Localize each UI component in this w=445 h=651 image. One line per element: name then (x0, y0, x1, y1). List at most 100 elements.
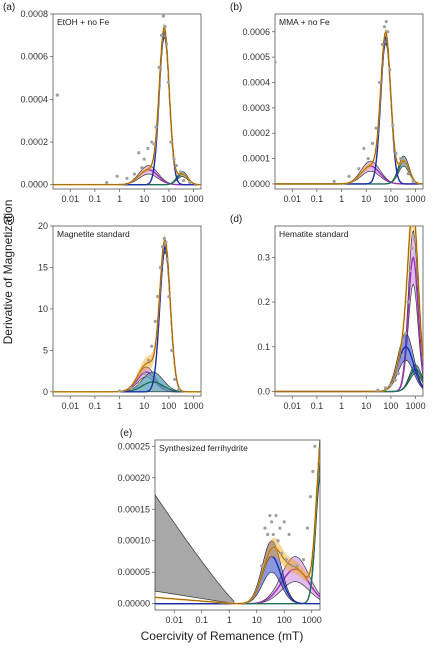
data-point (129, 386, 133, 391)
panel-letter: (d) (230, 214, 242, 225)
data-point (266, 532, 270, 537)
x-tick-label: 0.1 (195, 615, 208, 625)
total-fit-outline (275, 226, 423, 392)
data-point (158, 265, 162, 270)
x-tick-label: 1000 (184, 401, 204, 411)
y-tick-label: 0.0002 (242, 128, 270, 138)
data-point (362, 146, 366, 151)
y-tick-label: 20 (38, 221, 48, 231)
y-tick-label: 0.0001 (242, 154, 270, 164)
plot-area (155, 440, 320, 605)
y-tick-label: 0.0005 (242, 52, 270, 62)
data-point (374, 126, 378, 130)
y-tick-label: 0.00000 (117, 599, 150, 609)
data-point (305, 526, 310, 530)
x-tick-label: 1000 (184, 194, 204, 204)
panel-letter: (e) (120, 428, 132, 439)
data-point (393, 378, 397, 382)
data-point (383, 386, 388, 390)
data-point (384, 20, 388, 24)
data-point (132, 172, 137, 176)
y-tick-label: 0.00025 (117, 441, 150, 451)
data-point (391, 123, 395, 128)
plot-area (275, 226, 423, 393)
x-tick-label: 100 (383, 194, 398, 204)
x-tick-label: 100 (161, 401, 176, 411)
total-fit-band (275, 226, 423, 392)
data-point (150, 344, 154, 348)
data-point (279, 551, 284, 555)
x-tick-label: 0.01 (61, 401, 79, 411)
data-point (137, 381, 141, 386)
x-tick-label: 0.01 (61, 194, 79, 204)
data-point (308, 495, 313, 499)
plot-frame (274, 13, 424, 190)
data-point (179, 170, 183, 174)
data-point (357, 167, 361, 171)
data-point (137, 151, 141, 155)
data-point (408, 269, 412, 273)
x-tick-label: 1 (117, 401, 122, 411)
panel-letter: (c) (3, 214, 15, 225)
data-point (404, 331, 408, 335)
data-point (105, 180, 109, 185)
total-fit-outline (53, 239, 201, 393)
x-tick-label: 0.01 (165, 615, 183, 625)
data-point (275, 60, 277, 64)
data-point (376, 388, 380, 392)
panel-letter: (b) (230, 2, 242, 13)
panel-a: 0.01 0.1 1 10 100 1000 0.0000 0.0002 0.0004 0.000… (3, 2, 204, 204)
data-point (152, 142, 156, 146)
data-point (411, 233, 415, 237)
y-tick-label: 0.0 (257, 387, 270, 397)
y-tick-label: 0.0000 (20, 180, 48, 190)
data-point (263, 526, 267, 530)
data-point (156, 294, 160, 299)
y-tick-label: 0.00015 (117, 504, 150, 514)
y-tick-label: 10 (38, 304, 48, 314)
x-tick-label: 1000 (302, 615, 322, 625)
y-tick-label: 0.0004 (20, 94, 48, 104)
plot-frame (274, 225, 424, 397)
data-point (382, 25, 387, 29)
data-point (160, 245, 165, 249)
y-tick-label: 0 (43, 387, 48, 397)
data-point (153, 319, 157, 323)
data-point (55, 93, 59, 97)
y-tick-label: 0.00005 (117, 567, 150, 577)
plot-area (53, 14, 201, 186)
x-tick-label: 10 (361, 194, 371, 204)
x-tick-label: 10 (139, 401, 149, 411)
plot-frame (52, 225, 202, 397)
data-point (161, 14, 166, 18)
data-point (170, 348, 174, 352)
y-tick-label: 0.0006 (20, 52, 48, 62)
data-point (394, 151, 398, 156)
x-tick-label: 100 (383, 401, 398, 411)
data-point (388, 68, 392, 72)
data-point (370, 141, 375, 145)
x-tick-label: 1 (339, 401, 344, 411)
x-tick-label: 10 (361, 401, 371, 411)
total-fit-outline (275, 31, 423, 185)
total-fit-outline (53, 26, 201, 185)
data-point (163, 25, 167, 29)
data-point (406, 172, 410, 176)
x-tick-label: 100 (277, 615, 292, 625)
data-point (150, 140, 154, 144)
plot-frame (52, 13, 202, 190)
data-point (378, 80, 382, 85)
data-point (157, 65, 161, 69)
data-point (172, 157, 176, 161)
panel-title: MMA + no Fe (279, 17, 330, 27)
y-tick-label: 0.0003 (242, 103, 270, 113)
x-tick-label: 0.1 (89, 401, 102, 411)
data-point (154, 125, 158, 129)
data-point (162, 236, 166, 241)
data-point (182, 178, 186, 183)
y-tick-label: 0.0002 (20, 137, 48, 147)
data-point (268, 513, 272, 518)
x-axis-title: Coercivity of Remanence (mT) (141, 629, 304, 643)
data-point (311, 469, 315, 474)
y-axis-title: Derivative of Magnetization (1, 200, 15, 345)
